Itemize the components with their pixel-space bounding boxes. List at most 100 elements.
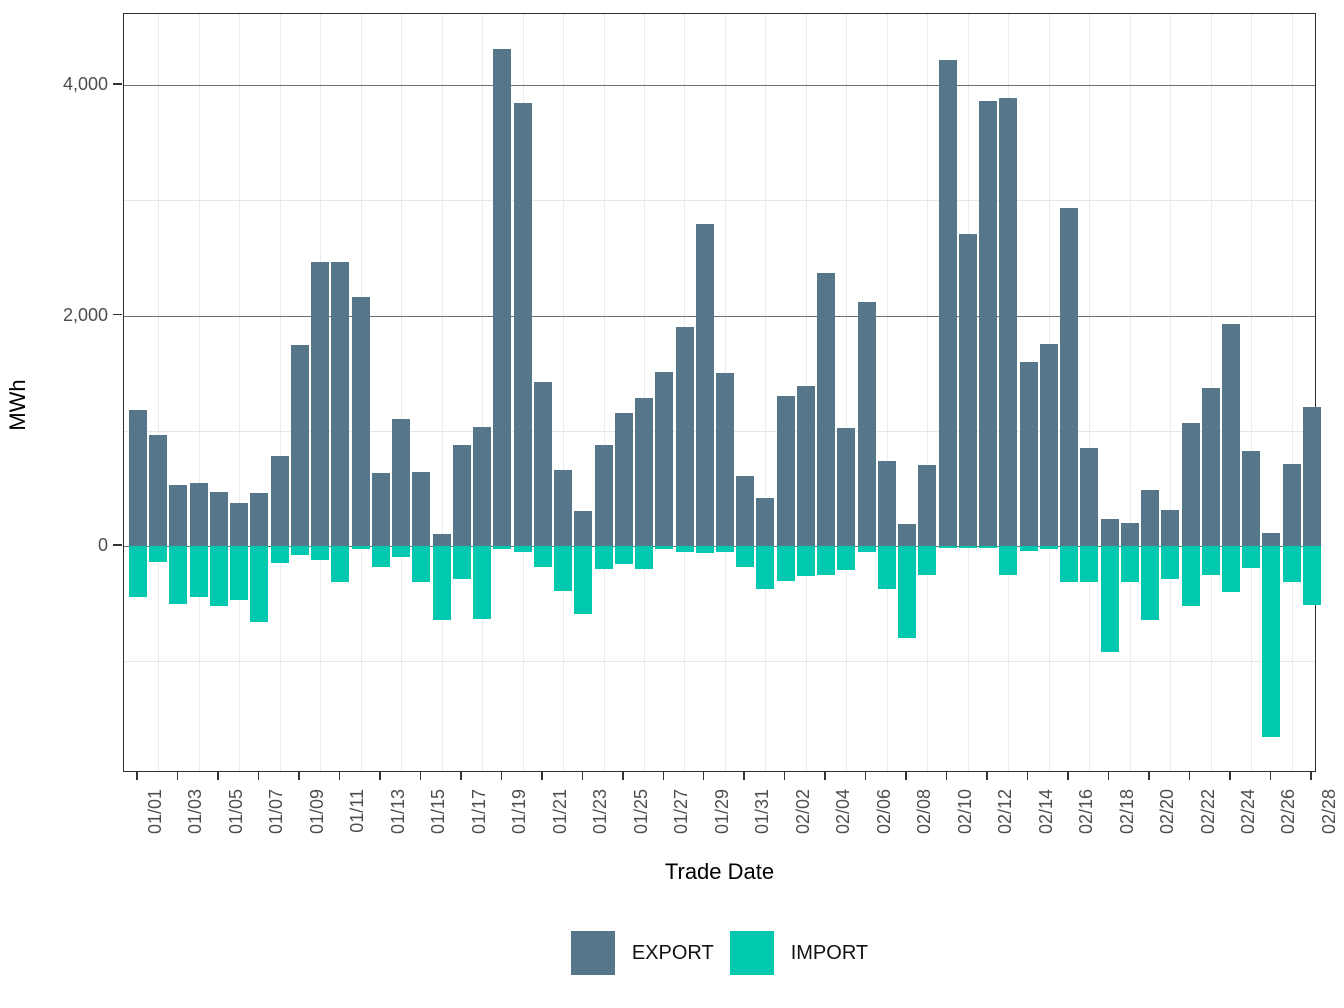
import-bar: [877, 546, 896, 589]
export-bar: [331, 262, 350, 546]
import-bar: [533, 546, 552, 567]
x-tick-mark: [460, 772, 462, 780]
export-bar: [1039, 344, 1058, 546]
export-bar: [614, 413, 633, 546]
x-tick-mark: [419, 772, 422, 780]
minor-gridline-vertical: [563, 14, 565, 771]
export-bar: [1201, 388, 1220, 546]
minor-gridline-vertical: [1089, 14, 1091, 771]
minor-gridline-vertical: [198, 14, 200, 771]
x-tick-label: 02/18: [1116, 789, 1137, 835]
export-bar: [493, 49, 512, 546]
export-bar: [1242, 451, 1261, 546]
import-bar: [756, 546, 775, 589]
import-bar: [412, 546, 431, 582]
x-tick-mark: [1067, 772, 1069, 780]
y-tick-label: 0: [97, 535, 108, 555]
x-tick-label: 02/16: [1076, 789, 1097, 835]
minor-gridline-vertical: [1291, 14, 1293, 771]
import-bar: [493, 546, 512, 550]
export-bar: [938, 59, 957, 546]
export-bar: [554, 469, 573, 546]
import-bar: [635, 546, 654, 570]
import-bar: [270, 546, 289, 564]
x-tick-label: 02/14: [1035, 789, 1056, 835]
x-tick-mark: [702, 772, 705, 780]
major-gridline: [124, 315, 1315, 317]
export-bar: [351, 297, 370, 546]
import-bar: [958, 546, 977, 548]
export-bar: [796, 385, 815, 546]
x-tick-label: 01/15: [428, 789, 449, 835]
x-tick-label: 01/01: [145, 789, 165, 835]
x-tick-label: 02/10: [954, 789, 975, 835]
export-bar: [392, 419, 411, 546]
x-tick-mark: [541, 772, 543, 780]
import-bar: [1141, 546, 1160, 620]
import-bar: [1019, 546, 1038, 552]
export-bar: [574, 511, 593, 546]
export-bar: [999, 97, 1018, 546]
x-tick-mark: [581, 772, 584, 780]
minor-gridline-vertical: [239, 14, 241, 771]
import-bar: [250, 546, 269, 623]
import-bar: [837, 546, 856, 571]
x-tick-mark: [945, 772, 948, 780]
x-tick-label: 01/17: [468, 789, 489, 835]
import-bar: [736, 546, 755, 567]
export-bar: [1302, 406, 1321, 546]
export-bar: [857, 301, 876, 546]
export-bar: [655, 371, 674, 546]
x-tick-mark: [500, 772, 503, 780]
x-tick-label: 01/25: [630, 789, 651, 835]
export-bar: [432, 534, 451, 546]
import-bar: [898, 546, 917, 639]
import-bar: [574, 546, 593, 614]
import-bar: [1181, 546, 1200, 606]
import-bar: [513, 546, 532, 552]
import-bar: [1242, 546, 1261, 568]
import-bar: [979, 546, 998, 549]
y-tick-label: 2,000: [62, 304, 108, 325]
x-tick-label: 02/24: [1238, 789, 1258, 835]
export-bar: [1060, 208, 1079, 546]
x-tick-mark: [338, 772, 341, 780]
import-bar: [1161, 546, 1180, 580]
export-bar: [473, 427, 492, 546]
x-tick-mark: [136, 772, 138, 780]
x-tick-label: 02/26: [1278, 789, 1299, 835]
export-bar: [898, 524, 917, 546]
x-tick-mark: [1269, 772, 1272, 780]
legend: EXPORT IMPORT: [123, 930, 1316, 976]
x-tick-label: 01/07: [266, 789, 287, 835]
export-swatch: [570, 931, 615, 975]
export-bar: [958, 233, 977, 546]
export-bar: [837, 428, 856, 546]
export-bar: [776, 396, 795, 546]
import-bar: [169, 546, 188, 604]
import-bar: [311, 546, 330, 560]
export-bar: [1282, 464, 1301, 546]
minor-gridline-vertical: [401, 14, 403, 771]
minor-gridline-vertical: [765, 14, 767, 771]
import-bar: [594, 546, 613, 570]
x-tick-mark: [743, 772, 745, 780]
export-bar: [1161, 510, 1180, 546]
import-bar: [209, 546, 228, 606]
export-bar: [675, 327, 694, 546]
export-bar: [412, 472, 431, 546]
import-bar: [473, 546, 492, 619]
x-tick-label: 01/13: [387, 789, 408, 835]
import-bar: [655, 546, 674, 550]
y-axis-title: MWh: [5, 379, 30, 431]
legend-label-import: IMPORT: [790, 941, 869, 964]
import-bar: [452, 546, 471, 580]
import-bar: [1120, 546, 1139, 582]
import-bar: [392, 546, 411, 557]
import-bar: [675, 546, 694, 553]
export-bar: [756, 497, 775, 546]
x-tick-mark: [864, 772, 867, 780]
import-bar: [432, 546, 451, 620]
import-bar: [695, 546, 714, 553]
